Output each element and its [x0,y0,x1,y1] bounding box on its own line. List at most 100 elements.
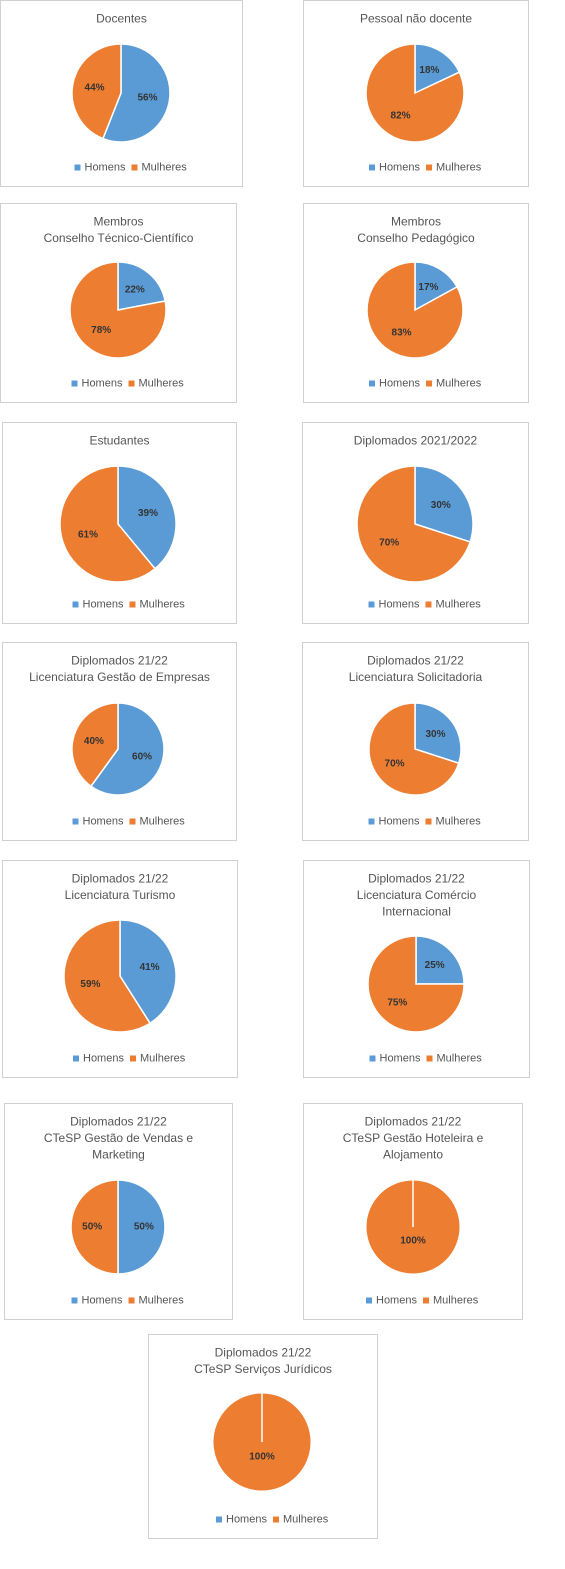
data-label: 50% [134,1222,154,1233]
pie-slice [365,43,465,143]
legend-label: Mulheres [142,161,188,173]
legend-label: Homens [376,1294,417,1306]
legend-label: Homens [379,377,420,389]
chart-title: Diplomados 21/22 [71,654,168,668]
data-label: 61% [78,529,98,540]
chart-title: Licenciatura Gestão de Empresas [29,670,210,684]
legend-label: Homens [226,1513,267,1525]
legend-swatch [366,1297,372,1304]
pie-slice [414,43,461,95]
chart-title: Alojamento [383,1148,443,1162]
chart-title: Conselho Técnico-Científico [44,231,194,245]
legend-swatch [426,1055,433,1062]
legend-swatch [369,380,375,387]
data-label: 70% [379,537,399,548]
legend-swatch [369,164,375,171]
data-label: 83% [392,327,412,338]
data-label: 100% [400,1236,426,1247]
legend-label: Mulheres [140,598,186,610]
data-label: 41% [140,962,160,973]
data-label: 50% [82,1222,102,1233]
pie-slice [414,702,462,765]
data-label: 30% [431,500,451,511]
legend-swatch [71,380,78,387]
chart-title: Diplomados 21/22 [70,1115,167,1129]
pie-slice [59,465,157,583]
chart-title: CTeSP Gestão Hoteleira e [343,1131,484,1145]
chart-title: Diplomados 21/22 [367,654,464,668]
legend-label: Mulheres [436,598,482,610]
legend-label: Mulheres [283,1513,329,1525]
legend-label: Homens [82,377,123,389]
legend-swatch [423,1297,429,1304]
pie-slice [101,43,171,143]
pie-slice [69,261,167,359]
chart-title: CTeSP Serviços Jurídicos [194,1362,332,1376]
chart-title: Licenciatura Comércio [357,888,477,902]
chart-title: Diplomados 21/22 [215,1346,312,1360]
legend-label: Mulheres [140,1052,186,1064]
chart-title: Marketing [92,1148,145,1162]
chart-title: Diplomados 21/22 [365,1115,462,1129]
data-label: 59% [80,979,100,990]
pie-slice [70,1179,119,1275]
legend-label: Homens [83,598,124,610]
pie-slice [71,702,119,788]
legend-swatch [369,1055,376,1062]
pie-slice [117,465,177,570]
data-label: 70% [385,759,405,770]
legend-swatch [368,818,375,825]
data-label: 18% [419,65,439,76]
legend-swatch [425,818,432,825]
data-label: 78% [91,325,111,336]
chart-title: CTeSP Gestão de Vendas e [44,1131,194,1145]
legend-swatch [128,1297,135,1304]
pie-slice [117,261,167,311]
legend-swatch [128,380,135,387]
chart-title: Conselho Pedagógico [357,231,475,245]
legend-swatch [426,164,432,171]
pie-slice [89,702,165,796]
chart-title: Docentes [96,12,147,26]
legend-label: Homens [83,1052,124,1064]
data-label: 60% [132,751,152,762]
legend-swatch [73,1055,79,1062]
pie-slice [367,935,465,1033]
data-label: 25% [425,960,445,971]
chart-title: Membros [93,215,143,229]
legend-swatch [216,1516,222,1523]
legend-label: Mulheres [139,1294,185,1306]
legend-label: Mulheres [140,815,186,827]
legend-swatch [425,601,432,608]
pie-slice [71,43,122,140]
chart-title: Membros [391,215,441,229]
legend-swatch [426,380,432,387]
pie-slice [356,465,472,583]
data-label: 75% [387,997,407,1008]
legend-label: Homens [83,815,124,827]
data-label: 30% [425,729,445,740]
legend-label: Mulheres [436,377,482,389]
legend-label: Homens [380,1052,421,1064]
pie-slice [414,465,474,543]
legend-swatch [129,818,136,825]
chart-title: Licenciatura Solicitadoria [349,670,483,684]
legend-swatch [74,164,81,171]
pie-slice [414,261,459,312]
legend-label: Homens [379,161,420,173]
legend-label: Mulheres [433,1294,479,1306]
legend-swatch [129,601,136,608]
data-label: 22% [125,284,145,295]
legend-label: Mulheres [139,377,185,389]
legend-label: Homens [85,161,126,173]
chart-title: Diplomados 21/22 [72,872,169,886]
legend-label: Homens [379,598,420,610]
legend-swatch [130,1055,136,1062]
legend-swatch [368,601,375,608]
chart-title: Diplomados 21/22 [368,872,465,886]
data-label: 17% [418,282,438,293]
data-label: 39% [138,508,158,519]
pie-slice [368,702,460,796]
chart-title: Diplomados 2021/2022 [354,434,478,448]
